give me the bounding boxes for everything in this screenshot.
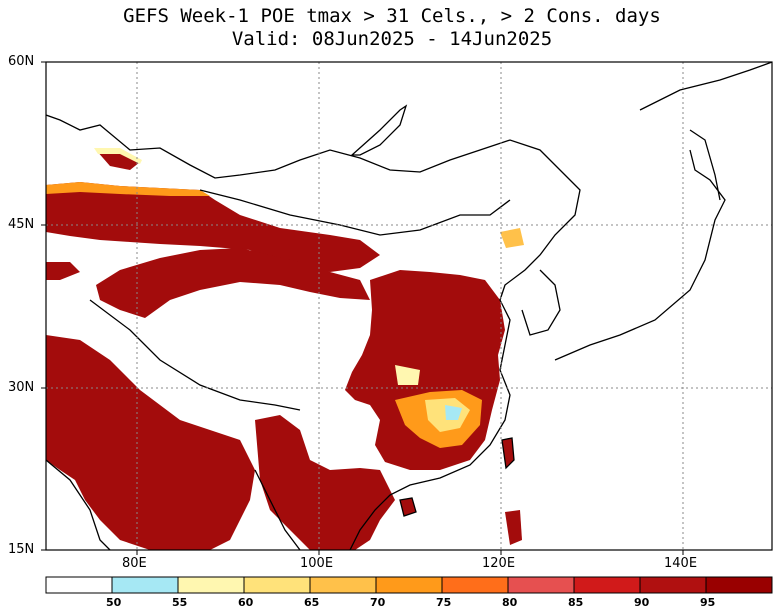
- coastline-taiwan: [501, 437, 515, 470]
- lat-label-30n: 30N: [8, 380, 35, 395]
- border-china-india: [89, 299, 301, 411]
- coastline-bay-of-bengal: [254, 469, 301, 550]
- coastline-sakhalin: [689, 129, 721, 201]
- colorbar-label: 60: [238, 596, 254, 609]
- lon-label-100e: 100E: [300, 556, 334, 571]
- colorbar-swatch: [375, 576, 443, 594]
- colorbar-swatch: [639, 576, 707, 594]
- field-philippines: [505, 510, 522, 545]
- colorbar-label: 70: [370, 596, 386, 609]
- field-kazakh-west: [46, 262, 80, 280]
- colorbar-swatch: [573, 576, 641, 594]
- lat-label-60n: 60N: [8, 54, 35, 69]
- colorbar-swatch: [441, 576, 509, 594]
- coastline-japan: [554, 149, 726, 361]
- colorbar-label: 55: [172, 596, 188, 609]
- coastline-hainan: [399, 497, 417, 517]
- colorbar-swatch: [111, 576, 179, 594]
- lon-label-140e: 140E: [664, 556, 698, 571]
- field-hainan: [400, 498, 416, 516]
- colorbar-swatch: [243, 576, 311, 594]
- colorbar-label: 80: [502, 596, 518, 609]
- colorbar-label: 75: [436, 596, 452, 609]
- lon-label-80e: 80E: [122, 556, 147, 571]
- field-mongolia-north-edge: [94, 148, 142, 164]
- coastline-asia: [46, 114, 581, 550]
- field-seasia: [255, 415, 395, 550]
- coastline-baikal: [350, 104, 408, 156]
- colorbar-swatch: [507, 576, 575, 594]
- field-central-asia: [46, 182, 380, 272]
- field-india: [46, 335, 255, 550]
- probability-fields: [46, 148, 524, 550]
- map-title: GEFS Week-1 POE tmax > 31 Cels., > 2 Con…: [123, 5, 661, 27]
- lon-label-120e: 120E: [482, 556, 516, 571]
- map-subtitle: Valid: 08Jun2025 - 14Jun2025: [231, 28, 553, 50]
- field-ne-china-small: [500, 228, 524, 248]
- colorbar-swatch: [309, 576, 377, 594]
- colorbar-label: 50: [106, 596, 122, 609]
- graticule: [46, 62, 772, 550]
- lat-label-15n: 15N: [8, 542, 35, 557]
- border-mongolia: [199, 189, 511, 236]
- colorbar: [45, 576, 773, 594]
- colorbar-label: 85: [568, 596, 584, 609]
- colorbar-swatch: [177, 576, 245, 594]
- field-east-china-cyan: [445, 405, 462, 420]
- colorbar-label: 65: [304, 596, 320, 609]
- field-central-asia-edge: [46, 182, 210, 196]
- coastline-korea: [521, 269, 561, 336]
- axis-ticks: [41, 61, 684, 555]
- map-frame: [45, 61, 773, 551]
- colorbar-label: 90: [634, 596, 650, 609]
- colorbar-label: 95: [700, 596, 716, 609]
- colorbar-swatch: [45, 576, 113, 594]
- field-mongolia-north: [96, 150, 140, 170]
- lat-label-45n: 45N: [8, 217, 35, 232]
- coastlines: [46, 62, 772, 550]
- coastline-kamchatka: [639, 62, 772, 111]
- field-east-china-yellow-2: [395, 365, 420, 385]
- field-tarim: [96, 248, 370, 318]
- colorbar-swatch: [705, 576, 773, 594]
- coastline-india: [46, 459, 111, 550]
